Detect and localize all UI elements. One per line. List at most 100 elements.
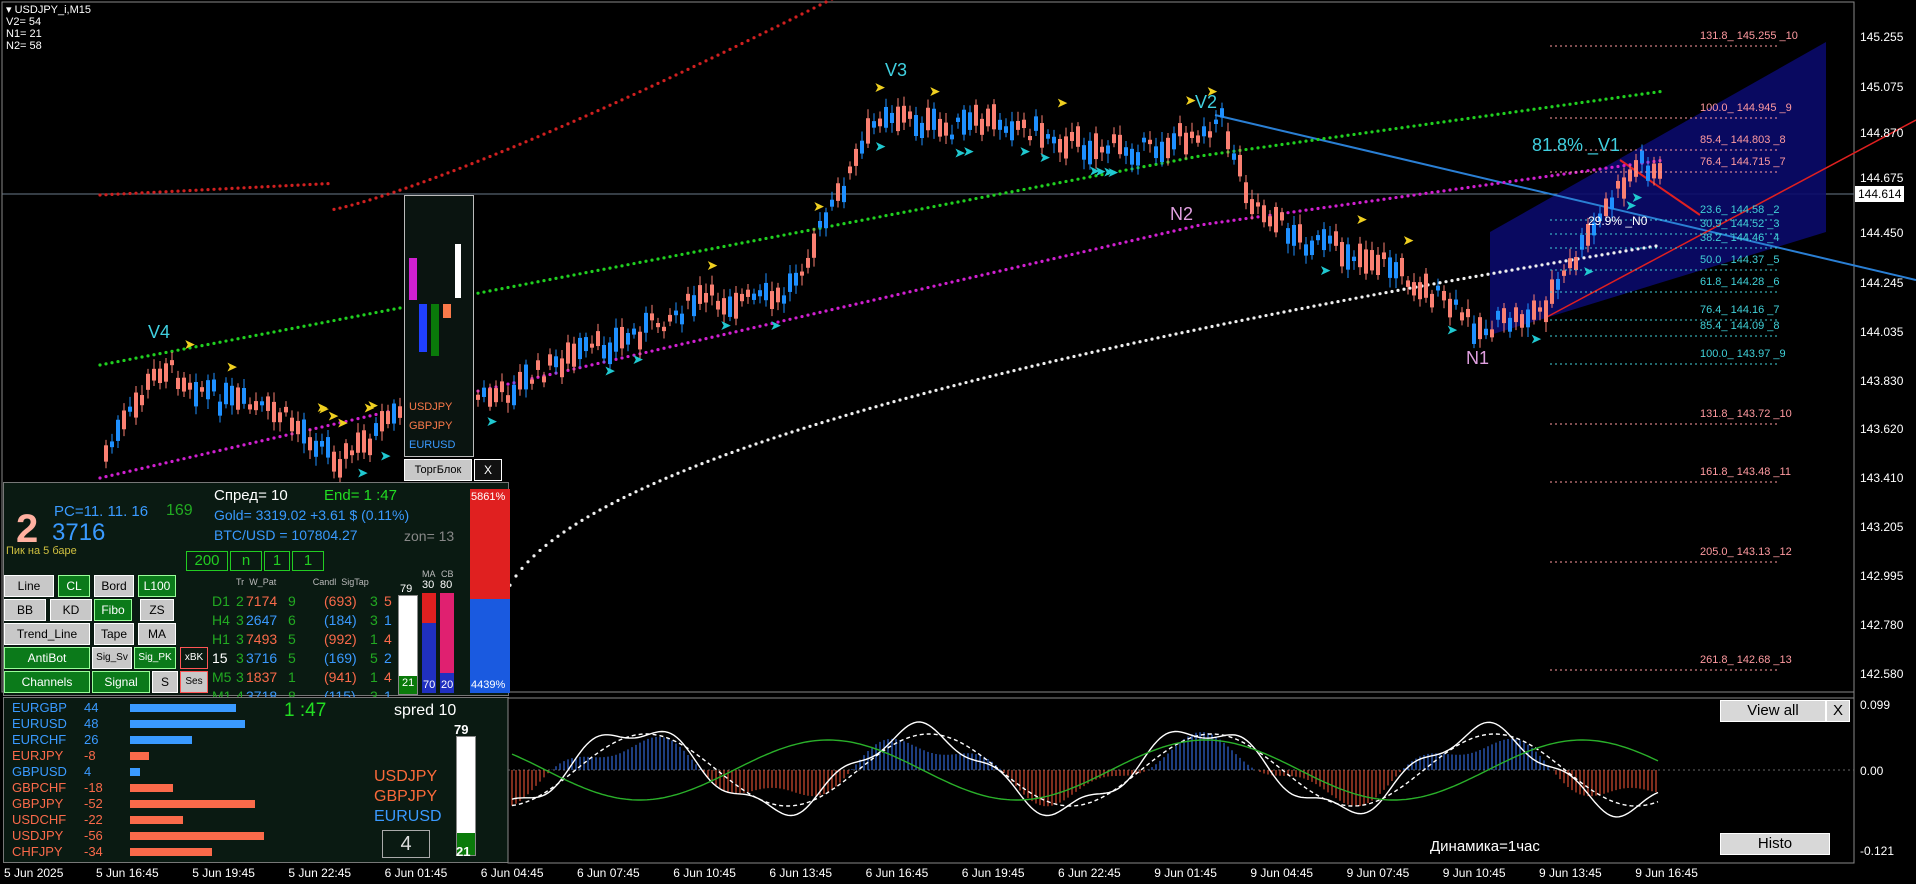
antibot-button[interactable]: AntiBot [4,647,90,669]
l100-button[interactable]: L100 [138,575,176,597]
ma-green-dot [1604,97,1608,101]
ma-magenta-dot [956,279,960,283]
time-tick-label: 9 Jun 07:45 [1346,866,1410,880]
ma-magenta-dot [128,469,132,473]
ma-red-dot [614,100,618,105]
sig-sv-button[interactable]: Sig_Sv [92,647,132,669]
ma-green-dot [1562,103,1566,107]
candle-body [242,388,246,404]
ma-green-dot [896,211,900,215]
candle-body [1472,323,1476,344]
end-timer: End= 1 :47 [324,487,397,504]
zs-button[interactable]: ZS [140,599,174,621]
ma-green-dot [320,321,324,325]
cb-bar [440,593,454,693]
ma-white-dot [1312,304,1316,308]
sig-pk-button[interactable]: Sig_PK [134,647,176,669]
candle-body [146,373,150,390]
ma-red-dot [650,84,654,88]
signal-button[interactable]: Signal [92,671,150,693]
cl-button[interactable]: CL [58,575,90,597]
ma-magenta-dot [626,354,630,359]
bord-button[interactable]: Bord [94,575,134,597]
ma-white-dot [1216,323,1220,327]
channels-button[interactable]: Channels [4,671,90,693]
ma-green-dot [752,239,756,243]
candle-body [530,379,534,384]
info-panel: 2 PC=11. 11. 16 169 3716 Пик на 5 баре С… [3,482,510,704]
ma-magenta-dot [776,320,780,324]
candle-body [662,326,666,332]
ma-red-dot [140,191,144,195]
ma-green-dot [176,348,180,352]
ma-green-dot [110,361,114,365]
signal-arrow-icon: ➤ [318,401,330,417]
ma-magenta-dot [344,419,348,424]
ma-white-dot [1606,252,1610,256]
ma-green-dot [950,201,954,205]
ma-white-dot [712,457,716,461]
ma-magenta-dot [116,472,120,476]
candle-body [920,122,924,139]
fibo-button[interactable]: Fibo [94,599,132,621]
ma-magenta-dot [752,325,756,330]
torg-block-button[interactable]: ТоргБлок [404,459,472,481]
candle-body [842,185,846,203]
candle-body [1574,257,1578,271]
candle-body [188,382,192,390]
bb-button[interactable]: BB [4,599,46,621]
ma-magenta-dot [926,285,930,290]
time-tick-label: 6 Jun 16:45 [865,866,929,880]
ma-green-dot [1106,171,1110,176]
ma-magenta-dot [1148,234,1152,239]
candle-body [368,438,372,456]
trend-line-button[interactable]: Trend_Line [4,623,90,645]
candle-body [944,122,948,136]
ma-red-dot [638,90,642,94]
ma-magenta-dot [1142,236,1146,240]
ma-green-dot [944,202,948,206]
ma-red-dot [158,190,162,194]
ma-green-dot [632,261,636,266]
close-osc-button[interactable]: X [1826,700,1850,722]
ma-red-dot [596,109,600,113]
ma-magenta-dot [1196,223,1200,228]
ma-button[interactable]: MA [138,623,176,645]
ma-magenta-dot [704,337,708,341]
ma-red-dot [134,191,138,195]
candle-body [1598,213,1602,222]
histo-button[interactable]: Histo [1720,833,1830,855]
candle-body [1526,309,1530,328]
candle-body [224,382,228,405]
line-button[interactable]: Line [4,575,54,597]
s-button[interactable]: S [152,671,178,693]
strength-pair-3: EURUSD [374,808,442,825]
ma-white-dot [880,403,884,407]
candle-body [128,406,132,412]
ma-magenta-dot [596,361,600,366]
ma-green-dot [1556,104,1560,108]
candle-body [332,451,336,472]
close-mini-panel-button[interactable]: X [474,459,502,481]
dropdown-icon[interactable]: ▾ [6,4,12,16]
tape-button[interactable]: Tape [94,623,134,645]
ma-white-dot [1150,337,1154,341]
ma-red-dot [410,184,414,188]
view-all-button[interactable]: View all [1720,700,1826,722]
signal-arrow-icon: ➤ [963,144,975,160]
ses-button[interactable]: Ses [180,671,208,693]
ma-magenta-dot [224,447,228,451]
ma-green-dot [938,203,942,207]
tf-cell-sig: 1 [370,631,378,647]
candle-body [746,289,750,297]
tf-cell-tap: 1 [384,688,392,704]
ma-green-dot [836,223,840,227]
ma-green-dot [1250,147,1254,151]
xbk-button[interactable]: xBK [180,647,208,669]
ma-green-dot [848,220,852,225]
ma-red-dot [656,81,660,85]
ma-red-dot [284,184,288,188]
candle-body [1214,119,1218,125]
ma-white-dot [520,566,524,571]
kd-button[interactable]: KD [50,599,92,621]
